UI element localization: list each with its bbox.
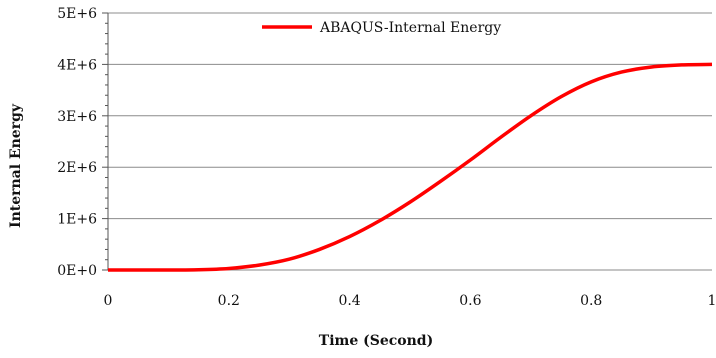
y-tick-labels: 0E+0 1E+6 2E+6 3E+6 4E+6 5E+6 [57,6,97,279]
series-line-internal-energy [108,62,713,272]
y-tick-label: 4E+6 [57,57,97,73]
x-tick-label: 0.4 [338,293,360,309]
x-tick-label: 1 [708,293,716,309]
y-tick-label: 1E+6 [57,212,97,228]
x-tick-labels: 0 0.2 0.4 0.6 0.8 1 [104,293,716,309]
x-tick-label: 0.6 [459,293,481,309]
legend-label: ABAQUS-Internal Energy [319,20,501,36]
series-lines [108,62,713,272]
x-axis-title: Time (Second) [319,333,433,349]
gridlines [108,12,712,220]
y-tick-label: 0E+0 [57,263,97,279]
axes [102,12,712,271]
y-tick-label: 3E+6 [57,109,97,125]
x-tick-label: 0.2 [218,293,240,309]
y-tick-label: 2E+6 [57,160,97,176]
legend: ABAQUS-Internal Energy [262,20,501,36]
x-tick-label: 0.8 [580,293,602,309]
y-tick-label: 5E+6 [57,6,97,22]
y-axis-title: Internal Energy [8,103,24,228]
x-tick-label: 0 [104,293,113,309]
